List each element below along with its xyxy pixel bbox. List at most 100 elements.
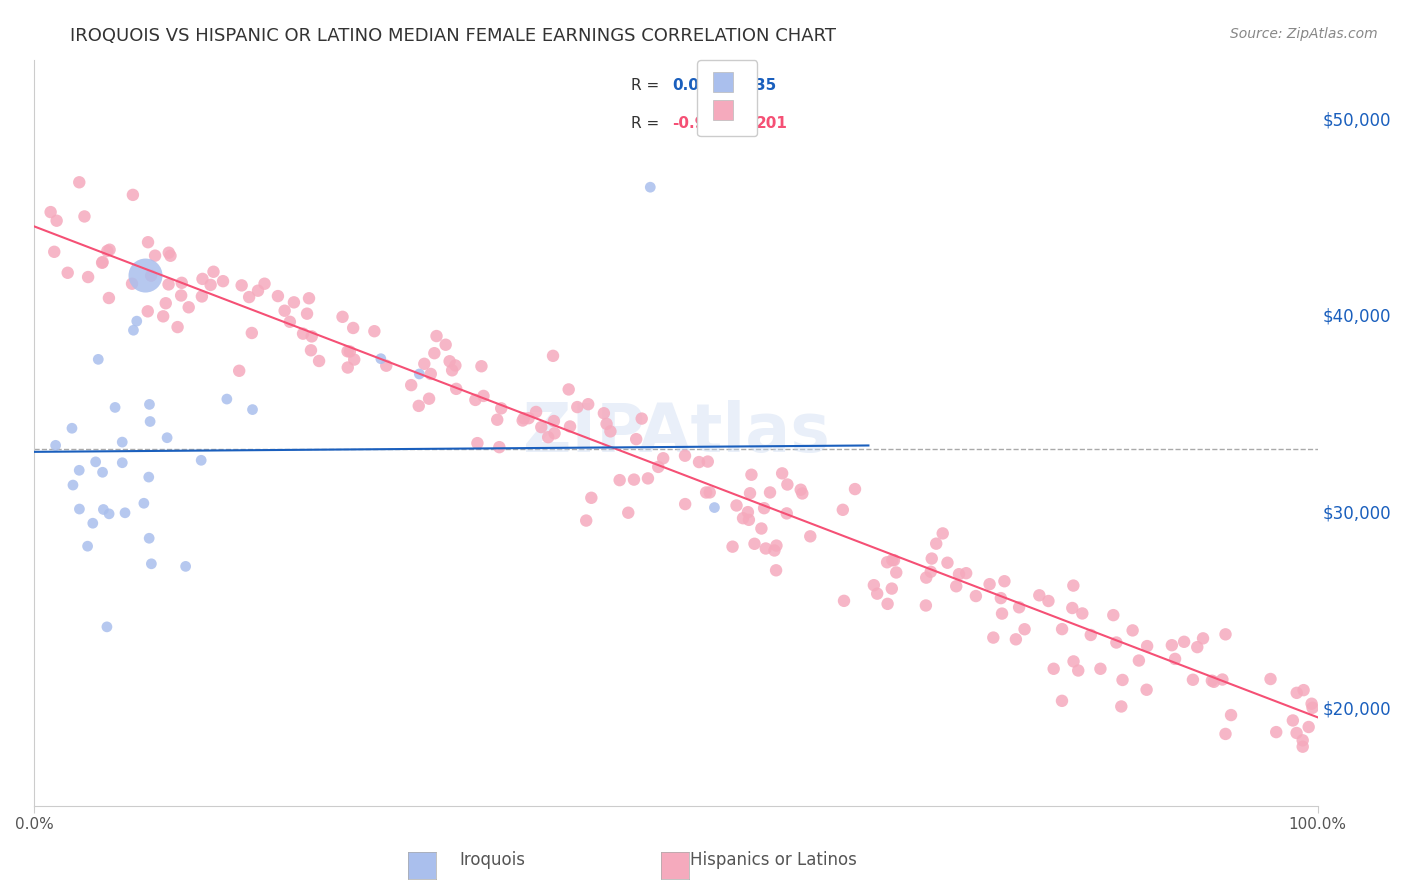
Point [863,578,886,592]
Point [1050,694,1073,708]
Point [876,555,898,569]
Point [695,485,717,500]
Point [1080,628,1102,642]
Text: IROQUOIS VS HISPANIC OR LATINO MEDIAN FEMALE EARNINGS CORRELATION CHART: IROQUOIS VS HISPANIC OR LATINO MEDIAN FE… [70,27,837,45]
Point [191,289,214,303]
Point [141,557,163,571]
Point [67,463,90,477]
Point [831,503,853,517]
Point [77,270,100,285]
Point [441,363,464,377]
Legend: , : , [697,61,758,136]
Point [883,553,905,567]
Point [139,268,162,283]
Point [1220,708,1243,723]
Point [136,304,159,318]
Point [45,438,67,452]
Point [955,566,977,581]
Point [513,411,536,425]
Point [489,401,512,416]
Point [104,401,127,415]
Point [121,277,143,291]
Point [530,420,553,434]
Point [253,277,276,291]
Point [138,397,160,411]
Point [770,467,793,481]
Point [1063,654,1085,668]
Point [1160,638,1182,652]
Point [283,295,305,310]
Point [617,506,640,520]
Point [134,268,156,283]
Text: N =: N = [721,115,749,130]
Point [1050,622,1073,636]
Point [488,440,510,454]
Point [759,485,782,500]
Point [278,315,301,329]
Point [299,343,322,358]
Point [1111,673,1133,687]
Point [87,352,110,367]
Point [948,567,970,582]
Point [82,516,104,531]
Point [965,589,987,603]
Point [336,360,359,375]
Point [990,591,1012,606]
Point [342,321,364,335]
Point [114,506,136,520]
Point [273,303,295,318]
Point [721,540,744,554]
Point [470,359,492,374]
Point [936,556,959,570]
Point [920,565,942,579]
Point [472,389,495,403]
Point [737,505,759,519]
Point [512,413,534,427]
Point [67,175,90,189]
Point [1265,725,1288,739]
Point [44,244,66,259]
Point [595,417,617,431]
Point [84,455,107,469]
Point [238,290,260,304]
Point [1298,720,1320,734]
Point [981,631,1004,645]
Point [882,553,904,567]
Point [212,274,235,288]
Point [111,435,134,450]
Point [370,351,392,366]
Point [993,574,1015,589]
Point [1211,673,1233,687]
Point [136,235,159,250]
Point [45,213,67,227]
Point [640,180,662,194]
Point [1005,632,1028,647]
Point [575,514,598,528]
Text: ZIPAtlas: ZIPAtlas [523,400,830,466]
Point [363,324,385,338]
Point [1090,662,1112,676]
Point [62,478,84,492]
Point [122,187,145,202]
Text: Iroquois: Iroquois [460,851,524,869]
Point [139,415,162,429]
Point [931,526,953,541]
Point [464,392,486,407]
Point [688,455,710,469]
Point [67,502,90,516]
Point [752,501,775,516]
Point [1128,654,1150,668]
Point [979,577,1001,591]
Text: R =: R = [631,115,659,130]
Point [696,454,718,468]
Point [630,411,652,425]
Point [1201,673,1223,688]
Point [91,465,114,479]
Point [599,425,621,439]
Point [1215,627,1237,641]
Point [592,406,614,420]
Point [1282,714,1305,728]
Point [731,511,754,525]
Point [876,597,898,611]
Point [1038,594,1060,608]
